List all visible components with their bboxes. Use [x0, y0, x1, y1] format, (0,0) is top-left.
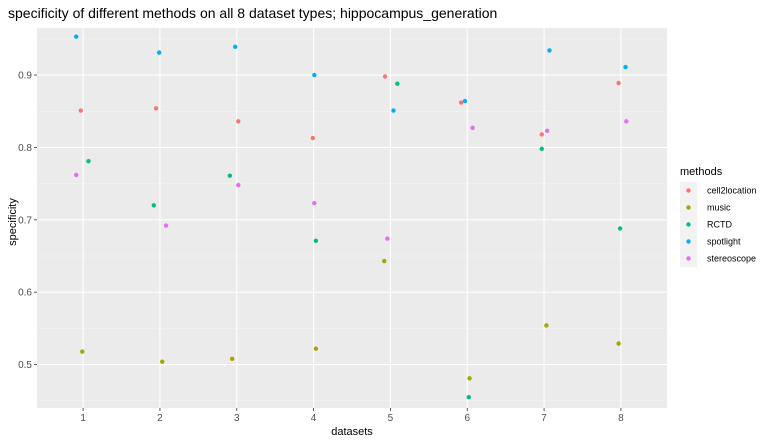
- data-point-stereoscope: [163, 223, 169, 228]
- legend-marker: [686, 205, 691, 210]
- data-point-cell2location: [382, 74, 388, 79]
- data-point-cell2location: [78, 108, 83, 113]
- data-point-spotlight: [312, 72, 317, 78]
- data-point-music: [229, 356, 235, 361]
- data-point-cell2location: [310, 135, 316, 141]
- legend-marker: [686, 222, 691, 227]
- data-point-music: [382, 258, 387, 264]
- data-point-cell2location: [458, 100, 464, 105]
- legend: methods cell2location music RCTD spotlight s…: [680, 166, 757, 267]
- data-point-spotlight: [233, 44, 238, 50]
- x-tick-label: 6: [464, 413, 470, 424]
- data-point-stereoscope: [385, 236, 390, 241]
- data-point-spotlight: [391, 108, 396, 113]
- data-points: [73, 34, 629, 400]
- x-tick-label: 1: [80, 413, 86, 424]
- data-point-music: [616, 341, 621, 346]
- y-tick-label: 0.9: [18, 71, 32, 82]
- data-point-cell2location: [539, 132, 544, 137]
- legend-label: cell2location: [707, 186, 757, 196]
- data-point-cell2location: [616, 80, 621, 86]
- x-tick-label: 3: [234, 413, 240, 424]
- y-axis-ticks: 0.5 0.6 0.7 0.8 0.9: [18, 71, 37, 371]
- x-tick-label: 2: [157, 413, 163, 424]
- data-point-rctd: [313, 238, 319, 243]
- chart-title: specificity of different methods on all …: [8, 5, 497, 21]
- legend-marker: [686, 256, 691, 261]
- data-point-rctd: [227, 173, 233, 178]
- legend-marker: [686, 188, 691, 193]
- data-point-spotlight: [156, 50, 162, 55]
- plot-panel: [37, 28, 667, 408]
- x-axis-ticks: 1 2 3 4 5 6 7 8: [80, 408, 624, 424]
- x-tick-label: 4: [311, 413, 317, 424]
- y-tick-label: 0.7: [18, 215, 32, 226]
- legend-label: music: [707, 203, 731, 213]
- data-point-stereoscope: [312, 200, 317, 206]
- data-point-music: [467, 376, 472, 381]
- data-point-music: [160, 359, 165, 364]
- data-point-rctd: [151, 203, 156, 208]
- data-point-cell2location: [153, 106, 159, 111]
- data-point-stereoscope: [624, 119, 629, 124]
- y-axis-title: specificity: [7, 198, 19, 246]
- data-point-spotlight: [462, 98, 468, 104]
- data-point-cell2location: [236, 119, 241, 124]
- legend-marker: [686, 239, 691, 244]
- data-point-stereoscope: [544, 128, 550, 133]
- y-tick-label: 0.5: [18, 360, 32, 371]
- data-point-spotlight: [547, 48, 552, 53]
- y-tick-label: 0.8: [18, 143, 32, 154]
- data-point-rctd: [617, 226, 623, 231]
- minor-gridlines: [37, 38, 667, 402]
- x-tick-label: 5: [388, 413, 394, 424]
- data-point-rctd: [466, 394, 471, 400]
- x-tick-label: 8: [618, 413, 624, 424]
- data-point-spotlight: [73, 34, 79, 39]
- data-point-music: [80, 349, 85, 354]
- data-point-rctd: [539, 146, 544, 152]
- major-gridlines: [37, 28, 667, 408]
- legend-label: stereoscope: [707, 254, 756, 264]
- data-point-stereoscope: [470, 125, 475, 131]
- legend-label: spotlight: [707, 237, 741, 247]
- legend-label: RCTD: [707, 220, 732, 230]
- data-point-rctd: [86, 158, 91, 164]
- x-axis-title: datasets: [331, 426, 373, 438]
- x-tick-label: 7: [541, 413, 547, 424]
- legend-title: methods: [680, 166, 723, 178]
- data-point-music: [313, 346, 319, 351]
- data-point-music: [544, 323, 549, 328]
- data-point-stereoscope: [236, 182, 241, 188]
- y-tick-label: 0.6: [18, 288, 32, 299]
- data-point-stereoscope: [73, 172, 79, 178]
- data-point-rctd: [395, 81, 400, 86]
- data-point-spotlight: [623, 64, 628, 70]
